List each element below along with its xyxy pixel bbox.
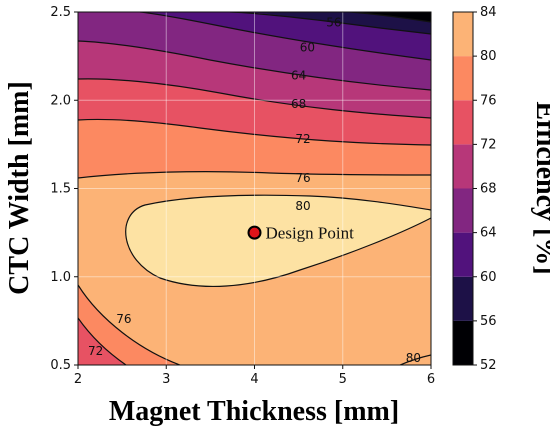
colorbar-band <box>453 320 473 365</box>
contour-line-80 <box>78 171 431 179</box>
y-tick-label: 0.5 <box>50 358 71 373</box>
y-tick-label: 1.5 <box>50 182 71 197</box>
colorbar-tick-label: 68 <box>480 182 497 197</box>
colorbar-band <box>453 100 473 145</box>
contour-line-80-core <box>125 194 431 287</box>
y-axis-ticks: 0.5 1.0 1.5 2.0 2.5 <box>50 5 78 373</box>
contour-label: 68 <box>291 97 306 111</box>
y-tick-label: 2.0 <box>50 93 71 108</box>
contour-line-80-lower <box>399 354 431 365</box>
colorbar-tick-label: 56 <box>480 314 497 329</box>
contour-line-76 <box>78 118 431 146</box>
contour-line-56 <box>349 12 431 23</box>
grid-lines <box>78 12 431 365</box>
band-72-76-lower <box>78 318 126 365</box>
x-tick-label: 5 <box>339 372 347 387</box>
contour-label: 80 <box>406 351 421 365</box>
band-56-60 <box>230 12 431 34</box>
contour-line-76-lower <box>78 284 181 365</box>
colorbar-tick-label: 52 <box>480 358 497 373</box>
contour-line-64 <box>139 12 431 61</box>
colorbar-title: Efficiency [%] <box>530 101 550 274</box>
contour-label: 76 <box>116 312 131 326</box>
x-tick-label: 2 <box>74 372 82 387</box>
colorbar <box>453 12 473 365</box>
colorbar-band <box>453 188 473 233</box>
band-80-84-core <box>125 195 431 287</box>
colorbar-tick-label: 76 <box>480 93 497 108</box>
colorbar-tick-label: 80 <box>480 49 497 64</box>
x-tick-label: 3 <box>162 372 170 387</box>
colorbar-band <box>453 12 473 57</box>
design-point-marker <box>247 225 262 240</box>
contour-label: 60 <box>300 40 315 54</box>
colorbar-tick-label: 72 <box>480 137 497 152</box>
y-tick-label: 1.0 <box>50 270 71 285</box>
x-axis-ticks: 2 3 4 5 6 <box>74 365 435 387</box>
x-tick-label: 6 <box>427 372 435 387</box>
contour-label: 72 <box>88 344 103 358</box>
contour-label: 80 <box>295 199 310 213</box>
contour-lines <box>78 12 431 365</box>
x-tick-label: 4 <box>250 372 258 387</box>
colorbar-tick-label: 60 <box>480 270 497 285</box>
plot-area: 56 60 64 68 72 76 80 76 72 80 Design Point <box>78 12 431 365</box>
colorbar-band <box>453 56 473 101</box>
x-axis-title: Magnet Thickness [mm] <box>109 396 399 427</box>
design-point-label: Design Point <box>266 224 355 243</box>
contour-label: 72 <box>295 132 310 146</box>
contour-label: 56 <box>326 16 341 30</box>
contour-line-72 <box>78 78 431 119</box>
contour-label: 64 <box>291 69 306 83</box>
colorbar-band <box>453 276 473 321</box>
contour-label: 76 <box>295 171 310 185</box>
colorbar-ticks: 52 56 60 64 68 72 76 80 84 <box>473 5 497 373</box>
contour-line-60 <box>229 12 431 35</box>
contour-line-68 <box>78 40 431 91</box>
contour-line-72-lower <box>78 317 127 365</box>
band-60-64 <box>78 12 431 60</box>
colorbar-band <box>453 144 473 189</box>
colorbar-tick-label: 84 <box>480 5 497 20</box>
colorbar-band <box>453 232 473 277</box>
colorbar-tick-label: 64 <box>480 226 497 241</box>
y-tick-label: 2.5 <box>50 5 71 20</box>
band-52-56 <box>350 12 431 22</box>
contour-labels: 56 60 64 68 72 76 80 76 72 80 <box>88 16 421 365</box>
band-76-80-lower <box>78 285 180 365</box>
y-axis-title: CTC Width [mm] <box>4 81 35 295</box>
